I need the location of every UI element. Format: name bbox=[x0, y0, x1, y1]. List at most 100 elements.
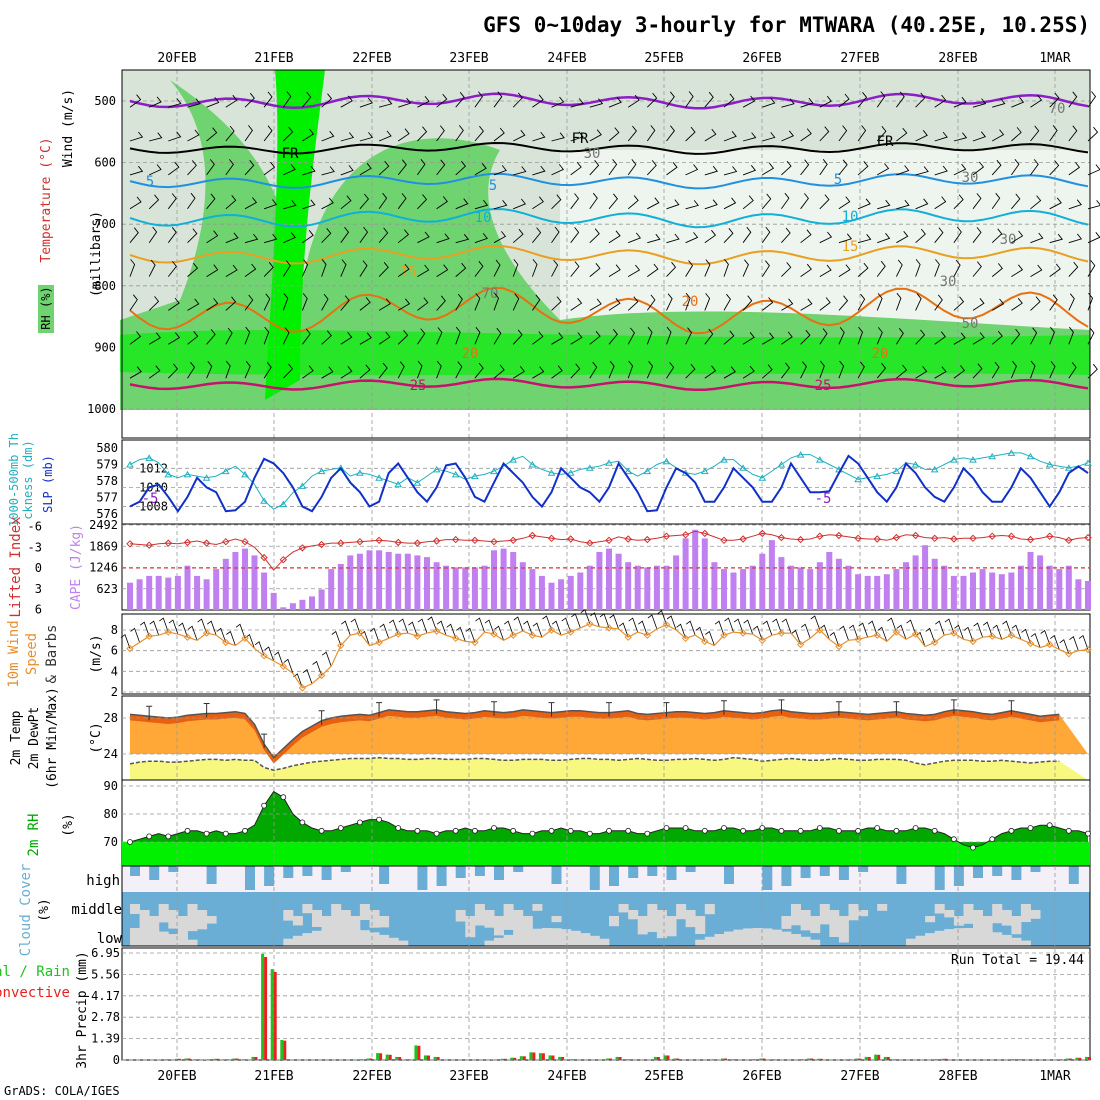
upper-wind-barb bbox=[225, 195, 237, 210]
upper-wind-barb bbox=[915, 92, 926, 108]
precip-conv-bar bbox=[264, 957, 268, 1060]
precip-conv-bar bbox=[771, 1059, 775, 1060]
thickness-point bbox=[375, 474, 383, 481]
wind-barb bbox=[877, 626, 888, 642]
precip-conv-bar bbox=[944, 1058, 948, 1060]
thickness-point bbox=[777, 461, 786, 468]
upper-wind-barb bbox=[685, 260, 694, 277]
cloud-high-block bbox=[1030, 866, 1041, 872]
wind-barb bbox=[867, 620, 878, 636]
cloud-low-gap bbox=[762, 928, 773, 946]
rh2m-tick-70: 70 bbox=[104, 835, 118, 849]
precip-tick-4.17: 4.17 bbox=[91, 989, 120, 1003]
precip-total-bar bbox=[395, 1056, 399, 1060]
upper-wind-barb bbox=[148, 296, 160, 311]
upper-wind-barb bbox=[589, 160, 600, 176]
upper-wind-barb bbox=[1011, 127, 1022, 142]
wind-point bbox=[451, 634, 460, 643]
temp-errorbar bbox=[376, 702, 383, 717]
upper-wind-barb bbox=[263, 262, 274, 277]
upper-wind-barb bbox=[187, 98, 201, 108]
cloud-low-gap bbox=[934, 930, 945, 946]
pressure-tick-700: 700 bbox=[94, 217, 116, 231]
cape-bar bbox=[692, 529, 699, 610]
upper-wind-barb bbox=[321, 366, 334, 379]
cape-bar bbox=[788, 565, 794, 610]
li-point bbox=[471, 536, 479, 545]
wind-barb bbox=[561, 617, 572, 633]
upper-wind-barb bbox=[896, 91, 905, 108]
precip-conv-bar bbox=[1020, 1059, 1024, 1060]
wind-barb bbox=[513, 616, 524, 632]
upper-wind-barb bbox=[991, 263, 1003, 277]
upper-wind-barb bbox=[129, 366, 142, 379]
rh2m-point bbox=[337, 825, 344, 831]
upper-ylabel-units: (millibars) bbox=[89, 211, 104, 297]
cape-bar bbox=[586, 565, 593, 610]
rh2m-point bbox=[797, 827, 804, 834]
upper-wind-barb bbox=[282, 293, 289, 311]
upper-wind-barb bbox=[244, 233, 259, 244]
upper-wind-barb bbox=[321, 93, 333, 108]
cloud-mid-gap bbox=[848, 904, 859, 921]
precip-tick-2.78: 2.78 bbox=[91, 1010, 120, 1024]
cape-bar bbox=[213, 569, 220, 610]
precip-total-bar bbox=[615, 1056, 619, 1060]
wind-barb bbox=[456, 626, 466, 642]
upper-wind-barb bbox=[1030, 296, 1041, 311]
upper-wind-barb bbox=[704, 259, 711, 277]
cloud-high-block bbox=[953, 866, 964, 886]
li-point bbox=[854, 534, 862, 543]
upper-wind-barb bbox=[397, 330, 409, 345]
li-point bbox=[490, 537, 498, 546]
precip-conv-bar bbox=[810, 1058, 814, 1060]
li-point bbox=[241, 537, 249, 546]
wind-barb bbox=[503, 620, 514, 636]
rh2m-point bbox=[414, 827, 421, 834]
wind-barb bbox=[609, 614, 619, 630]
li-point bbox=[1045, 532, 1054, 540]
upper-wind-barb bbox=[972, 98, 987, 108]
upper-wind-barb bbox=[666, 233, 680, 244]
upper-frame bbox=[121, 69, 1091, 439]
thickness-point bbox=[336, 464, 345, 471]
upper-wind-barb bbox=[417, 159, 426, 176]
li-point bbox=[509, 536, 517, 545]
cloud-low-gap bbox=[589, 935, 600, 946]
upper-wind-barb bbox=[570, 193, 580, 210]
date-label-bottom-2: 22FEB bbox=[352, 1069, 391, 1084]
wind-barb bbox=[149, 620, 160, 636]
li-point bbox=[758, 529, 767, 538]
cloud-low-gap bbox=[724, 931, 734, 946]
wind-point bbox=[1084, 645, 1092, 654]
date-label-bottom-8: 28FEB bbox=[938, 1069, 977, 1084]
thickness-point bbox=[796, 451, 805, 458]
cloud-mid-gap bbox=[312, 910, 322, 927]
contour-label-13: 20 bbox=[462, 346, 479, 362]
cloud-mid-gap bbox=[858, 910, 869, 917]
wind-barb bbox=[915, 631, 926, 647]
cloud-low-gap bbox=[580, 933, 591, 946]
cloud-high-block bbox=[340, 866, 351, 872]
cloud-high-block bbox=[992, 866, 1003, 876]
li-tick-0: 0 bbox=[35, 561, 42, 575]
temp-errorbar bbox=[261, 733, 268, 749]
cape-bar bbox=[950, 575, 957, 610]
upper-wind-barb bbox=[244, 326, 251, 345]
upper-wind-barb bbox=[493, 200, 508, 210]
date-label-top-7: 27FEB bbox=[840, 51, 879, 66]
cloud-high-block bbox=[130, 866, 140, 876]
upper-wind-barb bbox=[512, 329, 523, 345]
cape-bar bbox=[558, 579, 565, 610]
cape-bar bbox=[701, 538, 708, 610]
rh2m-point bbox=[433, 830, 440, 837]
upper-wind-barb bbox=[1030, 125, 1040, 142]
contour-5 bbox=[129, 172, 1089, 190]
cape-bar bbox=[883, 574, 890, 610]
cape-bar bbox=[625, 562, 632, 610]
wind-barb bbox=[848, 624, 859, 640]
cloud-mid-gap bbox=[925, 916, 936, 923]
cape-bar bbox=[970, 572, 976, 610]
contour-label-15: 25 bbox=[410, 378, 427, 394]
wind-point bbox=[873, 631, 881, 639]
